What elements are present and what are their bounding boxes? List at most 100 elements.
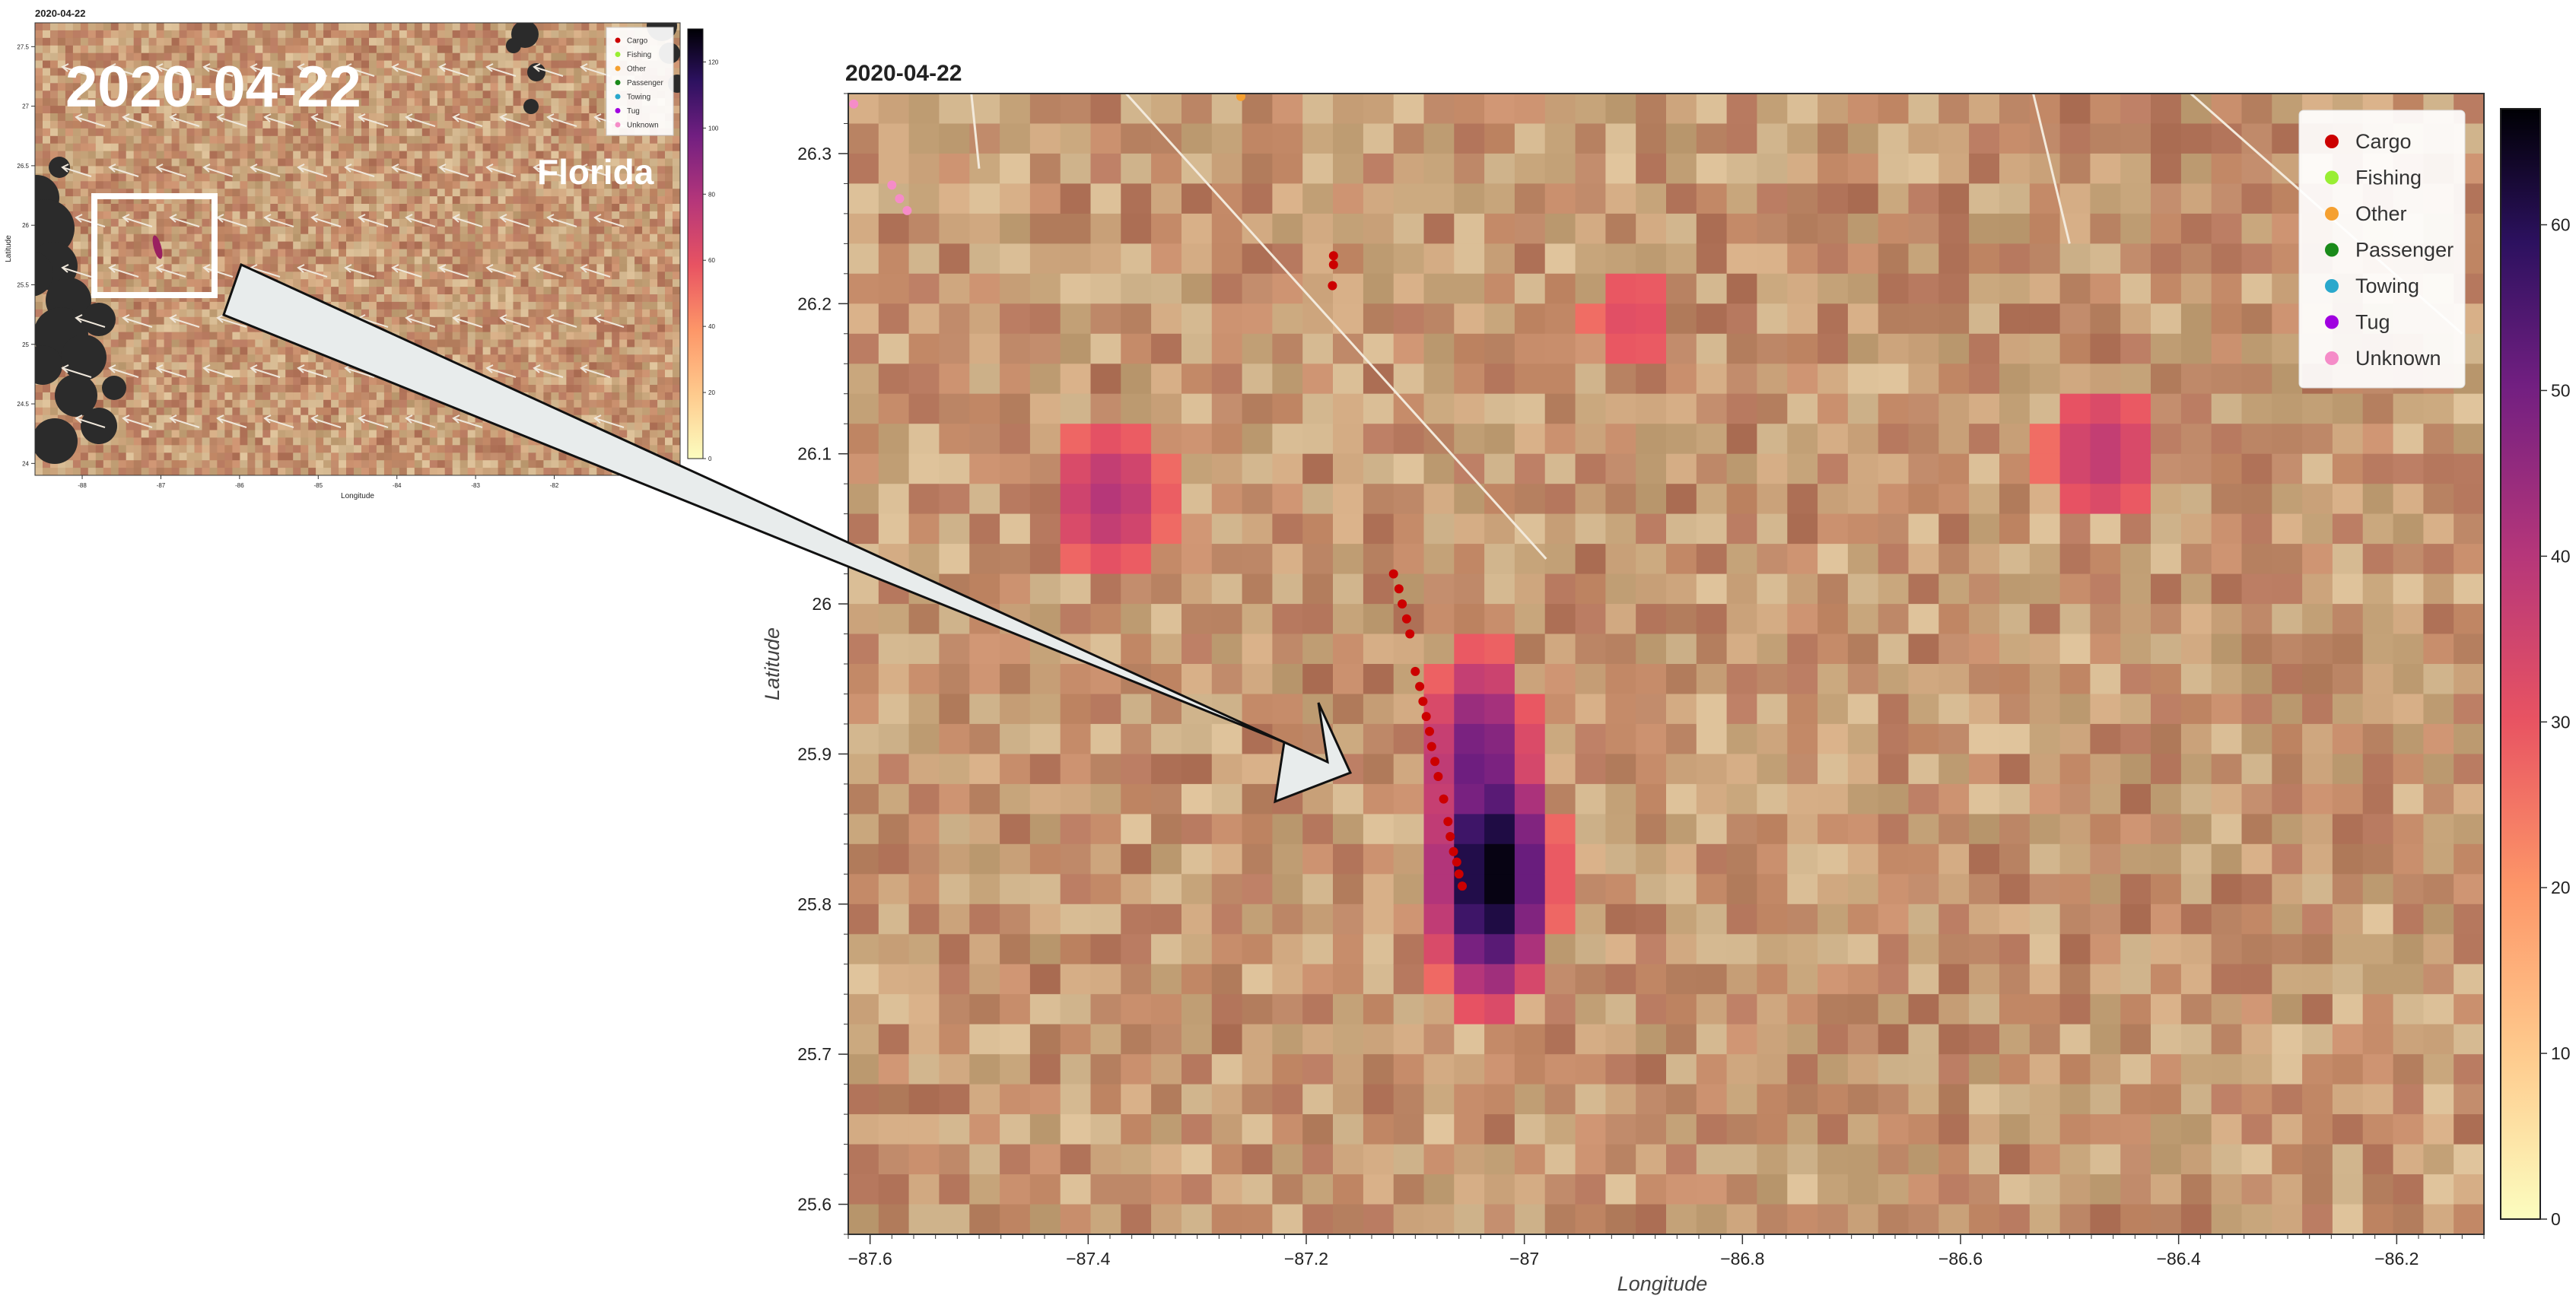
overview-heat-cell: [490, 339, 499, 348]
overview-heat-cell: [331, 226, 339, 235]
overview-heat-cell: [475, 68, 484, 76]
overview-heat-cell: [528, 301, 536, 310]
overview-heat-cell: [141, 91, 150, 99]
overview-heat-cell: [217, 166, 225, 174]
overview-heat-cell: [278, 135, 286, 144]
overview-heat-cell: [126, 414, 135, 424]
overview-heat-cell: [72, 120, 81, 129]
overview-heat-cell: [285, 151, 294, 159]
overview-heat-cell: [354, 37, 362, 46]
overview-heat-cell: [528, 91, 536, 99]
overview-heat-cell: [429, 309, 438, 318]
overview-heat-cell: [217, 377, 225, 386]
overview-heat-cell: [217, 256, 225, 265]
overview-heat-cell: [406, 453, 415, 461]
overview-heat-cell: [429, 128, 438, 137]
overview-heat-cell: [171, 437, 180, 446]
overview-heat-cell: [164, 23, 173, 31]
overview-heat-cell: [301, 279, 309, 287]
overview-heat-cell: [301, 445, 309, 453]
overview-heat-cell: [498, 98, 507, 106]
overview-heat-cell: [581, 189, 590, 197]
overview-heat-cell: [232, 211, 240, 220]
overview-heat-cell: [619, 385, 628, 393]
overview-heat-cell: [217, 60, 225, 68]
overview-heat-cell: [399, 98, 408, 106]
overview-heat-cell: [536, 392, 544, 401]
overview-heat-cell: [95, 445, 104, 453]
overview-heat-cell: [528, 332, 536, 340]
overview-heat-cell: [331, 301, 339, 310]
overview-heat-cell: [50, 52, 59, 62]
overview-heat-cell: [202, 83, 210, 91]
overview-heat-cell: [262, 30, 271, 39]
overview-heat-cell: [278, 399, 286, 408]
overview-heat-cell: [513, 60, 521, 68]
overview-heat-cell: [354, 370, 362, 378]
overview-heat-cell: [171, 256, 180, 265]
overview-heat-cell: [194, 106, 202, 114]
overview-heat-cell: [224, 339, 233, 348]
overview-heat-cell: [50, 399, 59, 408]
overview-heat-cell: [35, 113, 43, 122]
overview-heat-cell: [217, 45, 225, 54]
overview-heat-cell: [369, 158, 377, 167]
overview-heat-cell: [383, 113, 393, 122]
overview-heat-cell: [369, 37, 377, 46]
overview-heat-cell: [164, 98, 173, 106]
overview-heat-cell: [133, 52, 142, 62]
overview-heat-cell: [209, 354, 218, 363]
overview-heat-cell: [399, 294, 408, 303]
overview-heat-cell: [301, 143, 309, 152]
overview-heat-cell: [596, 173, 605, 182]
overview-heat-cell: [285, 83, 294, 91]
overview-heat-cell: [460, 422, 469, 430]
overview-heat-cell: [558, 392, 567, 401]
overview-heat-cell: [566, 460, 574, 468]
overview-heat-cell: [316, 181, 324, 189]
overview-heat-cell: [247, 385, 256, 393]
overview-heat-cell: [558, 151, 567, 159]
overview-heat-cell: [156, 392, 165, 401]
overview-heat-cell: [255, 241, 263, 249]
overview-heat-cell: [240, 189, 248, 197]
overview-heat-cell: [232, 45, 240, 54]
overview-heat-cell: [57, 68, 66, 76]
overview-heat-cell: [278, 120, 286, 129]
overview-heat-cell: [399, 37, 408, 46]
overview-heat-cell: [232, 414, 240, 424]
overview-heat-cell: [278, 362, 286, 370]
overview-heat-cell: [103, 91, 112, 99]
overview-heat-cell: [376, 445, 385, 453]
overview-heat-cell: [43, 399, 51, 408]
overview-heat-cell: [383, 233, 393, 243]
overview-heat-cell: [224, 399, 233, 408]
overview-heat-cell: [217, 362, 225, 370]
overview-heat-cell: [383, 460, 393, 468]
overview-heat-cell: [126, 128, 135, 137]
overview-heat-cell: [566, 68, 574, 76]
overview-heat-cell: [566, 354, 574, 363]
overview-heat-cell: [505, 279, 514, 287]
overview-heat-cell: [657, 294, 666, 303]
overview-heat-cell: [482, 68, 491, 76]
overview-heat-cell: [452, 339, 461, 348]
overview-heat-cell: [126, 453, 135, 461]
overview-heat-cell: [619, 354, 628, 363]
overview-heat-cell: [179, 75, 188, 84]
overview-heat-cell: [482, 218, 491, 227]
overview-heat-cell: [421, 453, 431, 461]
overview-heat-cell: [604, 287, 612, 295]
overview-heat-cell: [285, 173, 294, 182]
overview-heat-cell: [293, 166, 301, 174]
overview-heat-cell: [72, 445, 81, 453]
overview-heat-cell: [437, 226, 446, 235]
overview-heat-cell: [293, 460, 301, 468]
overview-heat-cell: [498, 52, 507, 62]
overview-heat-cell: [498, 249, 507, 257]
overview-heat-cell: [103, 370, 112, 378]
overview-heat-cell: [202, 37, 210, 46]
overview-heat-cell: [482, 52, 491, 62]
overview-heat-cell: [323, 91, 332, 99]
overview-heat-cell: [247, 68, 256, 76]
